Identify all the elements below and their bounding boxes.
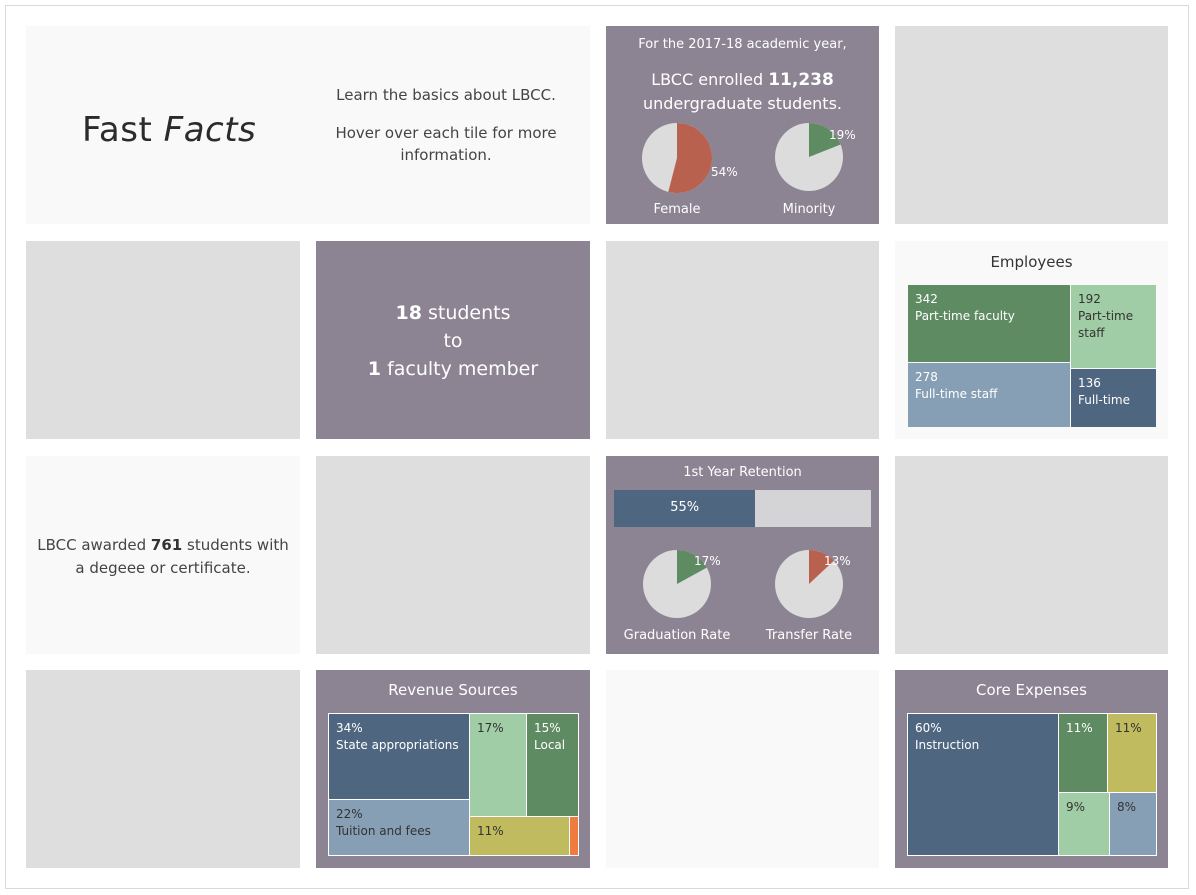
placeholder-tile — [895, 456, 1168, 654]
revenue-value: 11% — [477, 824, 504, 838]
female-pie-chart[interactable] — [642, 123, 712, 193]
employees-treemap: 342 Part-time faculty 192 Part-time staf… — [908, 285, 1156, 427]
revenue-label: Tuition and fees — [336, 824, 431, 838]
minority-label: Minority — [782, 202, 836, 217]
revenue-tile[interactable]: Revenue Sources 34% State appropriations… — [316, 670, 590, 868]
expense-value: 11% — [1115, 721, 1142, 735]
enrollment-tile[interactable]: For the 2017-18 academic year, LBCC enro… — [606, 26, 879, 224]
enrollment-suffix: undergraduate students. — [642, 94, 842, 113]
retention-tile[interactable]: 1st Year Retention 55% 17% Graduation Ra… — [606, 456, 879, 654]
transfer-pie-slice[interactable] — [809, 550, 834, 584]
ratio-students-value: 18 — [395, 302, 422, 324]
employee-value: 192 — [1078, 292, 1101, 306]
expense-value: 11% — [1066, 721, 1093, 735]
revenue-block-state[interactable]: 34% State appropriations — [329, 714, 469, 799]
title-tile: Fast Facts Learn the basics about LBCC. … — [26, 26, 590, 224]
expense-block-lightblue[interactable]: 8% — [1110, 793, 1156, 855]
employee-label: Part-time staff — [1078, 309, 1134, 340]
transfer-label: Transfer Rate — [765, 628, 853, 643]
placeholder-tile — [895, 26, 1168, 224]
placeholder-tile — [26, 670, 300, 868]
expense-block-green[interactable]: 11% — [1059, 714, 1107, 792]
retention-bar-track[interactable]: 55% — [614, 490, 871, 527]
dashboard-frame — [5, 5, 1189, 889]
ratio-faculty-value: 1 — [367, 358, 382, 380]
expense-value: 60% — [915, 721, 942, 735]
employee-value: 136 — [1078, 376, 1101, 390]
revenue-value: 34% — [336, 721, 363, 735]
placeholder-tile — [606, 670, 879, 868]
revenue-block-tuition[interactable]: 22% Tuition and fees — [329, 800, 469, 855]
ratio-students-word: students — [427, 302, 511, 324]
awarded-suffix: students with a degeee or certificate. — [75, 536, 289, 577]
revenue-title: Revenue Sources — [388, 681, 518, 699]
employee-block-full-time-staff[interactable]: 278 Full-time staff — [908, 363, 1070, 427]
revenue-block-local[interactable]: 15% Local — [527, 714, 578, 816]
employee-block-full-time[interactable]: 136 Full-time — [1071, 369, 1156, 427]
expense-value: 9% — [1066, 800, 1086, 814]
dashboard-title: Fast Facts — [82, 110, 256, 150]
placeholder-tile — [316, 456, 590, 654]
transfer-pct-label: 13% — [824, 554, 851, 568]
female-pct-label: 54% — [711, 165, 738, 179]
retention-pct-label: 55% — [670, 500, 700, 515]
expense-block-instruction[interactable]: 60% Instruction — [908, 714, 1058, 855]
awarded-prefix: LBCC awarded — [37, 536, 151, 554]
employee-block-part-time-staff[interactable]: 192 Part-time staff — [1071, 285, 1156, 368]
ratio-tile[interactable]: 18 students to 1 faculty member — [316, 241, 590, 439]
awarded-tile[interactable]: LBCC awarded 761 students with a degeee … — [26, 456, 300, 654]
expense-value: 8% — [1117, 800, 1137, 814]
employee-label: Part-time faculty — [915, 309, 1015, 323]
intro-text-1: Learn the basics about LBCC. — [336, 86, 556, 104]
revenue-label: State appropriations — [336, 738, 459, 752]
expense-block-olive[interactable]: 11% — [1108, 714, 1156, 792]
graduation-pct-label: 17% — [694, 554, 721, 568]
revenue-block-17[interactable]: 17% — [470, 714, 526, 816]
graduation-pie-chart[interactable] — [643, 550, 711, 618]
employee-value: 342 — [915, 292, 938, 306]
student-faculty-ratio: 18 students to 1 faculty member — [316, 299, 590, 383]
revenue-value: 17% — [477, 721, 504, 735]
minority-pie-chart[interactable] — [775, 123, 843, 191]
expenses-title: Core Expenses — [976, 681, 1087, 699]
ratio-faculty-word: faculty member — [387, 358, 539, 380]
employees-tile[interactable]: Employees 342 Part-time faculty 192 Part… — [895, 241, 1168, 439]
retention-bar-fill — [614, 490, 756, 527]
graduation-pie-slice[interactable] — [677, 550, 707, 584]
revenue-value: 15% — [534, 721, 561, 735]
female-pie-slice[interactable] — [668, 123, 712, 193]
graduation-label: Graduation Rate — [623, 628, 731, 643]
title-word-facts: Facts — [163, 110, 257, 150]
enrollment-prefix: LBCC enrolled — [651, 70, 769, 89]
revenue-treemap: 34% State appropriations 17% 15% Local 2… — [328, 713, 579, 856]
awarded-text: LBCC awarded 761 students with a degeee … — [36, 534, 290, 580]
expense-block-lightgreen[interactable]: 9% — [1059, 793, 1109, 855]
minority-pie-slice[interactable] — [809, 123, 841, 157]
revenue-block-other[interactable] — [570, 817, 578, 855]
minority-pct-label: 19% — [829, 128, 856, 142]
placeholder-tile — [606, 241, 879, 439]
female-label: Female — [653, 202, 701, 217]
expenses-treemap: 60% Instruction 11% 11% 9% 8% — [907, 713, 1157, 856]
expense-label: Instruction — [915, 738, 980, 752]
transfer-pie-chart[interactable] — [775, 550, 843, 618]
ratio-to: to — [443, 330, 463, 352]
placeholder-tile — [26, 241, 300, 439]
revenue-block-11[interactable]: 11% — [470, 817, 569, 855]
employee-label: Full-time — [1078, 393, 1130, 407]
title-word-fast: Fast — [82, 110, 153, 150]
enrollment-count-text: LBCC enrolled 11,238 undergraduate stude… — [606, 68, 879, 115]
employee-block-part-time-faculty[interactable]: 342 Part-time faculty — [908, 285, 1070, 362]
enrollment-year-text: For the 2017-18 academic year, — [638, 37, 847, 52]
employee-value: 278 — [915, 370, 938, 384]
retention-title: 1st Year Retention — [683, 465, 802, 480]
intro-text-2: Hover over each tile for more informatio… — [335, 124, 557, 164]
employees-title: Employees — [990, 253, 1073, 271]
revenue-label: Local — [534, 738, 566, 752]
awarded-count: 761 — [150, 536, 183, 554]
revenue-value: 22% — [336, 807, 363, 821]
employee-label: Full-time staff — [915, 387, 998, 401]
enrollment-count: 11,238 — [768, 70, 834, 90]
expenses-tile[interactable]: Core Expenses 60% Instruction 11% 11% 9%… — [895, 670, 1168, 868]
